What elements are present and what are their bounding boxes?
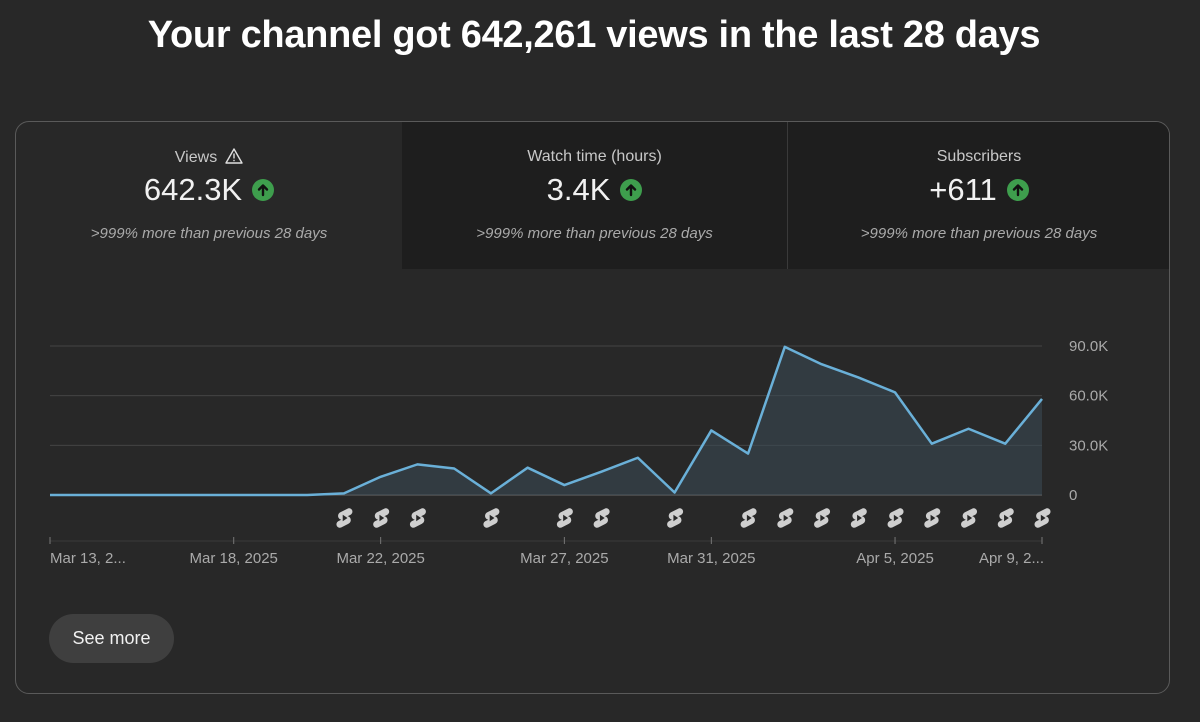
shorts-icon[interactable]: [961, 508, 978, 528]
x-tick-label: Mar 22, 2025: [336, 550, 424, 567]
data-point: [195, 493, 199, 497]
shorts-icon[interactable]: [483, 508, 500, 528]
subscribers-label: Subscribers: [936, 148, 1022, 165]
shorts-icon[interactable]: [740, 508, 757, 528]
data-point: [562, 483, 566, 487]
trend-up-icon: [620, 179, 643, 201]
data-point: [893, 390, 897, 394]
data-point: [783, 345, 787, 349]
series-line: [50, 345, 1043, 497]
tab-subscribers[interactable]: Subscribers +611 >999% more than previou…: [787, 122, 1169, 269]
data-point: [379, 475, 383, 479]
tab-views[interactable]: Views 642.3K >999% more than previous 28…: [16, 122, 402, 269]
watch-time-comparison: >999% more than previous 28 days: [476, 225, 713, 242]
data-point: [526, 466, 530, 470]
warning-icon[interactable]: [225, 148, 243, 169]
data-point: [268, 493, 272, 497]
data-point: [48, 493, 52, 497]
shorts-icon[interactable]: [667, 508, 684, 528]
see-more-button[interactable]: See more: [49, 614, 174, 663]
data-point: [967, 427, 971, 431]
subscribers-value: +611: [929, 172, 997, 207]
subscribers-comparison: >999% more than previous 28 days: [860, 225, 1098, 242]
x-tick-label: Apr 5, 2025: [856, 550, 934, 567]
shorts-icon[interactable]: [556, 508, 573, 528]
data-point: [121, 493, 125, 497]
watch-time-label: Watch time (hours): [527, 148, 662, 165]
metric-tabs: Views 642.3K >999% more than previous 28…: [16, 122, 1169, 269]
data-point: [1003, 442, 1007, 446]
x-tick-label: Mar 27, 2025: [520, 550, 608, 567]
data-point: [342, 491, 346, 495]
data-point: [856, 375, 860, 379]
data-point: [452, 467, 456, 471]
tab-watch-time[interactable]: Watch time (hours) 3.4K >999% more than …: [402, 122, 787, 269]
x-tick-label: Mar 18, 2025: [190, 550, 278, 567]
data-point: [85, 493, 89, 497]
views-chart: 0 30.0K 60.0K 90.0K Mar 13, 2... Mar 18, 2025…: [48, 338, 1108, 567]
shorts-icon[interactable]: [850, 508, 867, 528]
shorts-icon[interactable]: [924, 508, 941, 528]
shorts-icon[interactable]: [887, 508, 904, 528]
trend-up-icon: [1006, 179, 1029, 201]
y-tick-label: 0: [1069, 487, 1077, 504]
shorts-icon[interactable]: [997, 508, 1014, 528]
data-point: [489, 491, 493, 495]
tab-label: Views: [16, 148, 402, 169]
data-point: [158, 493, 162, 497]
series-area: [50, 346, 1042, 495]
data-point: [746, 452, 750, 456]
y-tick-label: 30.0K: [1069, 437, 1108, 454]
views-value: 642.3K: [143, 172, 243, 207]
data-point: [709, 428, 713, 432]
views-comparison: >999% more than previous 28 days: [90, 225, 328, 242]
shorts-icon[interactable]: [777, 508, 794, 528]
shorts-icon[interactable]: [409, 508, 426, 528]
data-point: [820, 362, 824, 366]
data-point: [232, 493, 236, 497]
data-point: [1040, 397, 1044, 401]
shorts-icon[interactable]: [336, 508, 353, 528]
data-point: [415, 462, 419, 466]
shorts-icon[interactable]: [814, 508, 831, 528]
views-label: Views: [174, 149, 218, 166]
data-point: [305, 493, 309, 497]
y-tick-label: 60.0K: [1069, 388, 1108, 405]
x-tick-label: Apr 9, 2...: [979, 550, 1044, 567]
y-tick-label: 90.0K: [1069, 338, 1108, 355]
data-point: [673, 491, 677, 495]
analytics-card: Views 642.3K >999% more than previous 28…: [15, 121, 1170, 694]
x-tick-label: Mar 13, 2...: [50, 550, 126, 567]
tab-divider: [787, 122, 788, 269]
x-tick-label: Mar 31, 2025: [667, 550, 755, 567]
shorts-icon[interactable]: [593, 508, 610, 528]
shorts-icon[interactable]: [373, 508, 390, 528]
data-point: [930, 442, 934, 446]
data-point: [636, 456, 640, 460]
watch-time-value: 3.4K: [546, 172, 611, 207]
shorts-icon[interactable]: [1034, 508, 1051, 528]
page-title: Your channel got 642,261 views in the la…: [147, 14, 1041, 56]
trend-up-icon: [252, 179, 275, 201]
data-point: [599, 470, 603, 474]
